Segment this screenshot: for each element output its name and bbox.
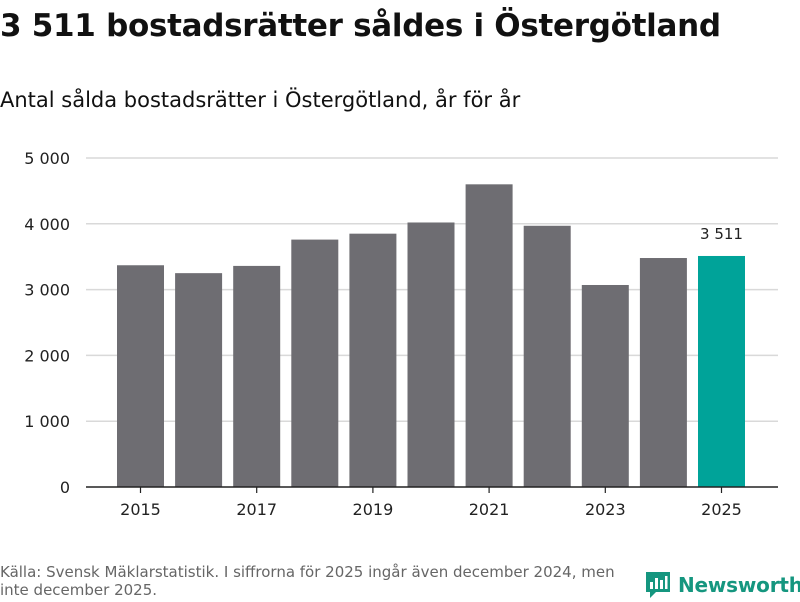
bars: [117, 184, 745, 488]
y-tick-label: 1 000: [24, 412, 70, 431]
chart-title: 3 511 bostadsrätter såldes i Östergötlan…: [0, 8, 721, 44]
brand-logo[interactable]: Newsworthy: [644, 568, 800, 602]
chart-subtitle: Antal sålda bostadsrätter i Östergötland…: [0, 88, 521, 112]
x-tick-label: 2015: [120, 500, 161, 519]
data-labels: 3 511: [700, 225, 743, 243]
bar-2020: [407, 222, 455, 487]
x-tick-label: 2021: [469, 500, 510, 519]
x-tick-label: 2023: [585, 500, 626, 519]
bar-2019: [349, 233, 397, 487]
bar-2016: [175, 273, 223, 487]
source-note: Källa: Svensk Mäklarstatistik. I siffror…: [0, 563, 615, 599]
x-axis-ticks: 2015 2017 2019 2021 2023 2025: [120, 487, 742, 519]
y-tick-label: 0: [60, 478, 70, 497]
newsworthy-logo-icon: [646, 572, 670, 598]
bar-2017: [233, 265, 281, 487]
x-tick-label: 2025: [701, 500, 742, 519]
bar-2018: [291, 239, 339, 487]
bar-2021: [465, 184, 513, 487]
bar-2025: [698, 255, 745, 487]
y-axis-ticks: 0 1 000 2 000 3 000 4 000 5 000: [24, 149, 70, 497]
brand-name: Newsworthy: [678, 573, 800, 597]
y-tick-label: 4 000: [24, 215, 70, 234]
y-tick-label: 2 000: [24, 346, 70, 365]
x-tick-label: 2017: [236, 500, 277, 519]
data-label-2025: 3 511: [700, 225, 743, 243]
x-tick-label: 2019: [353, 500, 394, 519]
bar-2024: [639, 258, 687, 487]
y-tick-label: 5 000: [24, 149, 70, 168]
bar-2022: [523, 225, 571, 488]
y-tick-label: 3 000: [24, 281, 70, 300]
bar-2015: [117, 265, 164, 487]
bar-2023: [581, 284, 629, 487]
